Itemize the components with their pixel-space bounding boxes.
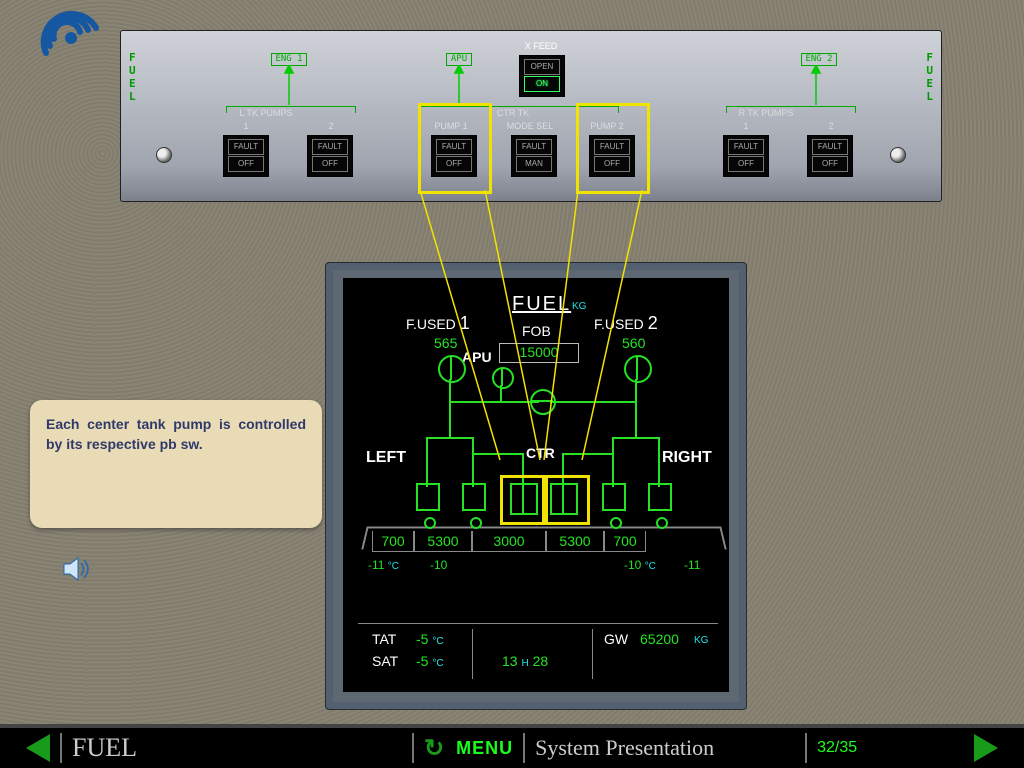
app-logo [36,8,106,68]
next-button[interactable] [974,734,998,762]
tank-ctr: 3000 [472,531,546,552]
rtk-label: R TK PUMPS [736,108,796,118]
ctr-pump1-button[interactable]: FAULTOFF [431,135,477,177]
fused2-n: 2 [648,313,658,333]
ctr-mode: MODE SEL [505,121,555,131]
ltk-p2-icon [462,483,486,511]
fob-lbl: FOB [522,323,551,339]
menu-button[interactable]: MENU [456,739,513,757]
eng1-valve-icon [438,355,466,383]
ltk-pump1-button[interactable]: FAULTOFF [223,135,269,177]
fob-val: 15000 [499,343,579,363]
ltk-label: L TK PUMPS [236,108,296,118]
apu-lbl: APU [462,349,492,365]
nav-subtitle: System Presentation [535,735,795,761]
nav-title: FUEL [72,735,402,761]
audio-icon[interactable] [62,556,92,587]
rtk-p1-icon [602,483,626,511]
ltk-1: 1 [241,121,251,131]
right-lbl: RIGHT [662,449,712,467]
ltk-2: 2 [326,121,336,131]
tank-l-inner: 5300 [414,531,472,552]
rtk-pump2-button[interactable]: FAULTOFF [807,135,853,177]
tank-values: 700 5300 3000 5300 700 [372,531,646,552]
rtk-2: 2 [826,121,836,131]
ctr-p2: PUMP 2 [587,121,627,131]
rtk-pump1-button[interactable]: FAULTOFF [723,135,769,177]
refresh-button[interactable]: ↻ [424,734,444,763]
gw-unit: KG [694,635,708,646]
rtk-1: 1 [741,121,751,131]
ltk-pump2-button[interactable]: FAULTOFF [307,135,353,177]
ltk-p1-icon [416,483,440,511]
ecam-screen: FUEL KG F.USED 1 565 F.USED 2 560 FOB 15… [343,278,729,692]
gw-lbl: GW [604,631,628,647]
overhead-fuel-panel: F U E L F U E L ENG 1 APU X FEED ENG 2 O… [120,30,942,202]
fused1-val: 565 [434,335,457,351]
fused1-lbl: F.USED [406,316,456,332]
panel-label-left: F U E L [129,51,136,103]
ctr-label: CTR TK [491,108,535,118]
fused2-lbl: F.USED [594,316,644,332]
nav-bar: FUEL ↻ MENU System Presentation 32/35 [0,724,1024,768]
sat-lbl: SAT [372,653,398,669]
tat-lbl: TAT [372,631,396,647]
ctr-pump2-button[interactable]: FAULTOFF [589,135,635,177]
tank-r-outer: 700 [604,531,646,552]
prev-button[interactable] [26,734,50,762]
info-text: Each center tank pump is controlled by i… [46,416,306,452]
eng2-valve-icon [624,355,652,383]
ctr-lbl: CTR [526,445,555,461]
fused1-n: 1 [460,313,470,333]
screw-icon [890,147,906,163]
screw-icon [156,147,172,163]
gw-val: 65200 [640,631,679,647]
xfeed-open: OPEN [524,59,560,75]
tank-l-outer: 700 [372,531,414,552]
ecam-title: FUEL [512,293,571,316]
left-lbl: LEFT [366,449,406,467]
ctr-p1: PUMP 1 [431,121,471,131]
panel-label-right: F U E L [926,51,933,103]
xfeed-button[interactable]: OPEN ON [519,55,565,97]
xfeed-on: ON [524,76,560,92]
apu-valve-icon [492,367,514,389]
ecam-display: FUEL KG F.USED 1 565 F.USED 2 560 FOB 15… [325,262,747,710]
rtk-p2-icon [648,483,672,511]
page-counter: 32/35 [817,739,857,757]
ctr-p2-icon [550,483,578,515]
ctr-mode-button[interactable]: FAULTMAN [511,135,557,177]
ecam-unit: KG [572,301,586,312]
fused2-val: 560 [622,335,645,351]
ctr-p1-icon [510,483,538,515]
info-bubble: Each center tank pump is controlled by i… [30,400,322,528]
tank-r-inner: 5300 [546,531,604,552]
xfeed-label: X FEED [521,41,561,51]
